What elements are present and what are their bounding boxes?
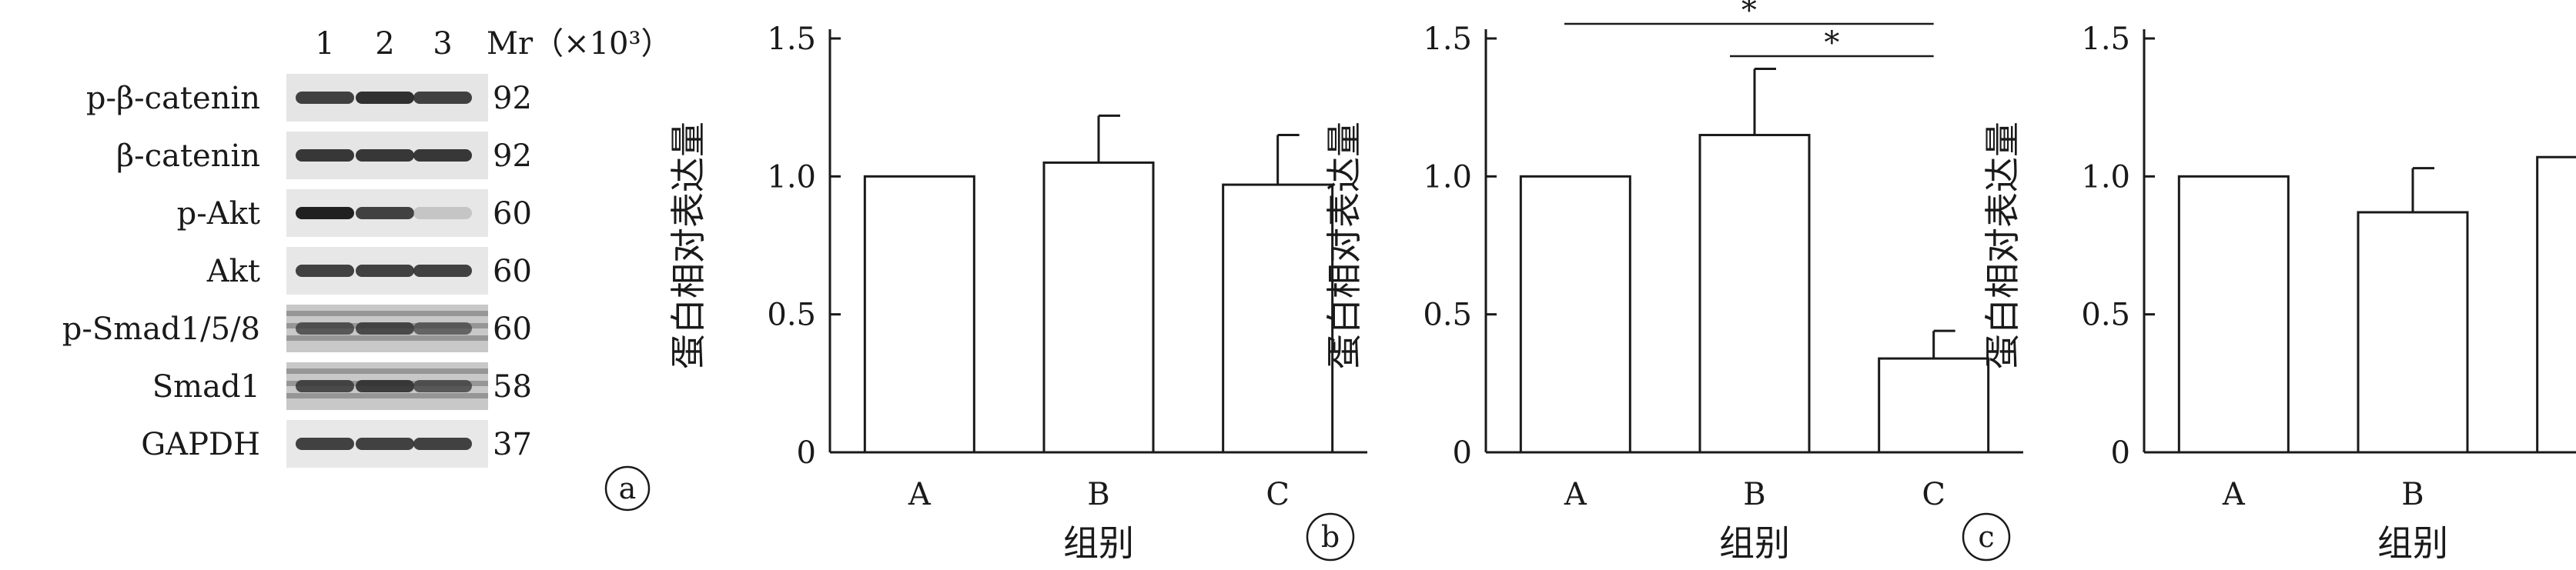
x-axis-label: 组别 — [1719, 522, 1790, 564]
y-tick-label: 0 — [2111, 435, 2130, 471]
bar — [863, 175, 975, 454]
mr-value: 60 — [493, 312, 532, 347]
category-label: A — [908, 477, 932, 512]
blot-band — [296, 149, 354, 162]
y-tick-label: 1.0 — [2081, 159, 2130, 195]
protein-label: p-Akt — [177, 196, 260, 232]
panel-label-circle — [1962, 512, 2011, 562]
y-tick-label: 0.5 — [2081, 298, 2130, 333]
category-label: B — [1743, 477, 1765, 512]
blot-band — [413, 92, 472, 104]
panel-label-circle — [604, 465, 651, 512]
western-blot-panel: 1 2 3 Mr（×10³） p-β-catenin 92 β-catenin 92 p-Akt… — [62, 26, 672, 512]
category-label: C — [1266, 477, 1290, 512]
bar — [2177, 175, 2290, 454]
mr-value: 60 — [493, 254, 532, 289]
bar — [1222, 183, 1334, 454]
y-tick-label: 0 — [1453, 435, 1472, 471]
y-tick-label: 0.5 — [1423, 298, 1472, 333]
y-axis-label: 蛋白相对表达量 — [1982, 122, 2023, 369]
bar — [1878, 357, 1990, 454]
bar — [1042, 161, 1155, 454]
blot-band — [356, 92, 414, 104]
blot-band — [413, 207, 472, 219]
lane-label-2: 2 — [375, 26, 394, 62]
blot-band — [413, 380, 472, 392]
blot-band — [356, 207, 414, 219]
bar-chart-b: 0 0.5 1.0 1.5 蛋白相对表达量 A B C 组别 b — [667, 22, 1367, 564]
mr-value: 58 — [493, 369, 532, 405]
category-label: A — [1564, 477, 1587, 512]
blot-band — [356, 149, 414, 162]
mr-value: 92 — [493, 138, 532, 174]
mr-value: 92 — [493, 81, 532, 116]
protein-label: Akt — [206, 254, 260, 289]
x-axis-label: 组别 — [2377, 522, 2448, 564]
blot-band — [356, 322, 414, 335]
x-axis-label: 组别 — [1063, 522, 1134, 564]
mr-value: 37 — [493, 427, 532, 462]
lane-label-1: 1 — [315, 26, 334, 62]
protein-label: GAPDH — [141, 427, 260, 462]
mr-unit-label: Mr（×10³） — [487, 26, 672, 62]
blot-band — [413, 265, 472, 277]
blot-band — [296, 92, 354, 104]
protein-label: Smad1 — [152, 369, 260, 405]
bar — [2357, 211, 2469, 454]
y-tick-label: 1.0 — [1423, 159, 1472, 195]
blot-band — [356, 380, 414, 392]
blot-band — [413, 438, 472, 450]
bar-chart-d: 00.51.01.5蛋白相对表达量ABC组别d — [1982, 22, 2576, 564]
protein-label: β-catenin — [116, 138, 260, 174]
significance-marker: * — [1741, 0, 1757, 28]
blot-background-smear — [286, 335, 488, 341]
protein-label: p-Smad1/5/8 — [62, 312, 260, 347]
panel-label: b — [1321, 520, 1340, 554]
blot-background-smear — [286, 368, 488, 374]
bar — [2536, 155, 2576, 454]
blot-band — [296, 380, 354, 392]
bar-chart-c: 0 0.5 1.0 1.5 蛋白相对表达量 A B C 组别 * * c — [1323, 0, 2023, 564]
category-label: C — [1922, 477, 1945, 512]
protein-label: p-β-catenin — [86, 81, 260, 116]
blot-band — [296, 207, 354, 219]
blot-background-smear — [286, 311, 488, 316]
y-axis-label: 蛋白相对表达量 — [1323, 122, 1365, 369]
blot-band — [296, 438, 354, 450]
y-tick-label: 1.0 — [767, 159, 816, 195]
y-tick-label: 1.5 — [2081, 22, 2130, 57]
panel-label: c — [1978, 520, 1994, 554]
y-tick-label: 0 — [797, 435, 816, 471]
blot-band — [296, 265, 354, 277]
blot-band — [296, 322, 354, 335]
category-label: A — [2222, 477, 2246, 512]
blot-band — [356, 265, 414, 277]
y-axis-label: 蛋白相对表达量 — [667, 122, 709, 369]
y-tick-label: 1.5 — [767, 22, 816, 57]
panel-label: a — [619, 472, 637, 505]
lane-label-3: 3 — [433, 26, 452, 62]
blot-background-smear — [286, 393, 488, 398]
bar — [1698, 134, 1811, 454]
blot-band — [413, 322, 472, 335]
blot-band — [356, 438, 414, 450]
y-tick-label: 1.5 — [1423, 22, 1472, 57]
significance-marker: * — [1824, 25, 1839, 61]
panel-label-circle — [1306, 512, 1355, 562]
bar — [1519, 175, 1631, 454]
category-label: B — [2401, 477, 2424, 512]
blot-band — [413, 149, 472, 162]
y-tick-label: 0.5 — [767, 298, 816, 333]
category-label: B — [1087, 477, 1109, 512]
mr-value: 60 — [493, 196, 532, 232]
